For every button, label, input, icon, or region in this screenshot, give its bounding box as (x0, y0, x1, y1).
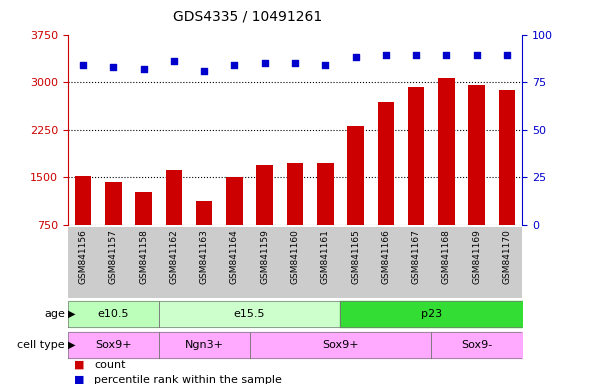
Text: GSM841169: GSM841169 (472, 229, 481, 284)
Text: Sox9-: Sox9- (461, 339, 492, 350)
Point (442, 52, 451, 58)
Text: ▶: ▶ (68, 339, 76, 350)
Bar (317, 162, 333, 272)
Text: Sox9+: Sox9+ (95, 339, 132, 350)
Text: GSM841159: GSM841159 (260, 229, 269, 284)
Bar (378, 103, 394, 272)
Bar (408, 86, 424, 272)
Text: GSM841161: GSM841161 (321, 229, 330, 284)
Text: percentile rank within the sample: percentile rank within the sample (94, 375, 282, 384)
Text: GSM841164: GSM841164 (230, 229, 239, 284)
Point (290, 60, 300, 66)
Text: ■: ■ (74, 375, 84, 384)
Text: e10.5: e10.5 (97, 309, 129, 319)
Text: GSM841166: GSM841166 (381, 229, 391, 284)
Point (411, 52, 421, 58)
Text: GSM841165: GSM841165 (351, 229, 360, 284)
Text: GSM841160: GSM841160 (290, 229, 300, 284)
Bar (257, 165, 273, 272)
Text: count: count (94, 360, 126, 370)
Text: GSM841156: GSM841156 (78, 229, 87, 284)
Bar (105, 182, 122, 272)
Text: GSM841170: GSM841170 (503, 229, 512, 284)
Point (78, 62, 88, 68)
Text: ■: ■ (74, 360, 84, 370)
Point (199, 68, 209, 74)
Text: GSM841157: GSM841157 (109, 229, 118, 284)
Bar (287, 163, 303, 272)
Point (260, 60, 270, 66)
Point (109, 64, 118, 70)
Point (169, 58, 179, 64)
Point (139, 66, 148, 72)
Bar (196, 201, 212, 272)
Text: GSM841167: GSM841167 (412, 229, 421, 284)
Text: GSM841163: GSM841163 (199, 229, 209, 284)
Text: e15.5: e15.5 (234, 309, 266, 319)
Bar (438, 78, 455, 272)
Text: cell type: cell type (17, 339, 65, 350)
Point (502, 52, 512, 58)
Bar (468, 84, 485, 272)
Text: GDS4335 / 10491261: GDS4335 / 10491261 (173, 10, 322, 23)
Point (320, 62, 330, 68)
Text: GSM841168: GSM841168 (442, 229, 451, 284)
Text: ▶: ▶ (68, 309, 76, 319)
Point (381, 52, 391, 58)
Point (351, 54, 360, 60)
Text: Sox9+: Sox9+ (322, 339, 359, 350)
Point (472, 52, 481, 58)
Bar (135, 192, 152, 272)
Text: Ngn3+: Ngn3+ (185, 339, 224, 350)
Text: p23: p23 (421, 309, 442, 319)
Bar (166, 169, 182, 272)
Bar (226, 177, 242, 272)
Bar (75, 177, 91, 272)
Text: age: age (44, 309, 65, 319)
Point (230, 62, 239, 68)
Bar (499, 90, 515, 272)
Bar (348, 126, 364, 272)
Text: GSM841158: GSM841158 (139, 229, 148, 284)
Text: GSM841162: GSM841162 (169, 229, 178, 284)
